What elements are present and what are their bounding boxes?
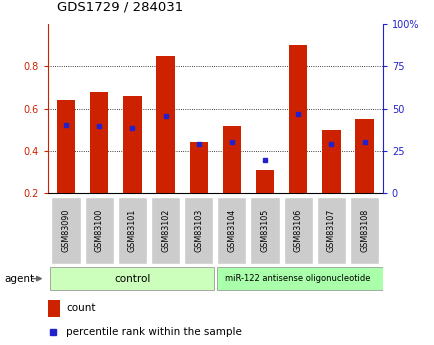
Bar	[90, 92, 108, 193]
Text: GSM83101: GSM83101	[128, 209, 137, 252]
Text: percentile rank within the sample: percentile rank within the sample	[66, 327, 242, 337]
Text: GSM83103: GSM83103	[194, 209, 203, 252]
Bar	[151, 197, 180, 264]
Text: GSM83107: GSM83107	[326, 209, 335, 252]
Text: GSM83102: GSM83102	[161, 209, 170, 252]
Bar	[48, 300, 59, 317]
Bar	[349, 197, 378, 264]
Bar	[85, 197, 114, 264]
Bar	[123, 96, 141, 193]
Bar	[316, 197, 345, 264]
Text: GSM83100: GSM83100	[95, 209, 104, 252]
Text: count: count	[66, 303, 95, 313]
Bar	[283, 197, 312, 264]
Bar	[322, 130, 340, 193]
Bar	[355, 119, 373, 193]
Text: GSM83090: GSM83090	[62, 209, 70, 252]
Bar	[222, 126, 240, 193]
Text: agent: agent	[4, 274, 34, 284]
Bar	[51, 197, 80, 264]
Bar	[217, 197, 246, 264]
Bar	[49, 267, 213, 290]
Bar	[189, 142, 207, 193]
Text: GSM83106: GSM83106	[293, 209, 302, 252]
Text: GSM83104: GSM83104	[227, 209, 236, 252]
Bar	[184, 197, 213, 264]
Bar	[250, 197, 279, 264]
Bar	[118, 197, 147, 264]
Bar	[156, 56, 174, 193]
Bar	[255, 170, 273, 193]
Text: control: control	[114, 274, 150, 284]
Bar	[57, 100, 75, 193]
Text: GSM83108: GSM83108	[359, 209, 368, 252]
Bar	[289, 45, 307, 193]
Text: GSM83105: GSM83105	[260, 209, 269, 252]
Bar	[217, 267, 382, 290]
Text: miR-122 antisense oligonucleotide: miR-122 antisense oligonucleotide	[225, 274, 370, 283]
Text: GDS1729 / 284031: GDS1729 / 284031	[56, 1, 182, 14]
